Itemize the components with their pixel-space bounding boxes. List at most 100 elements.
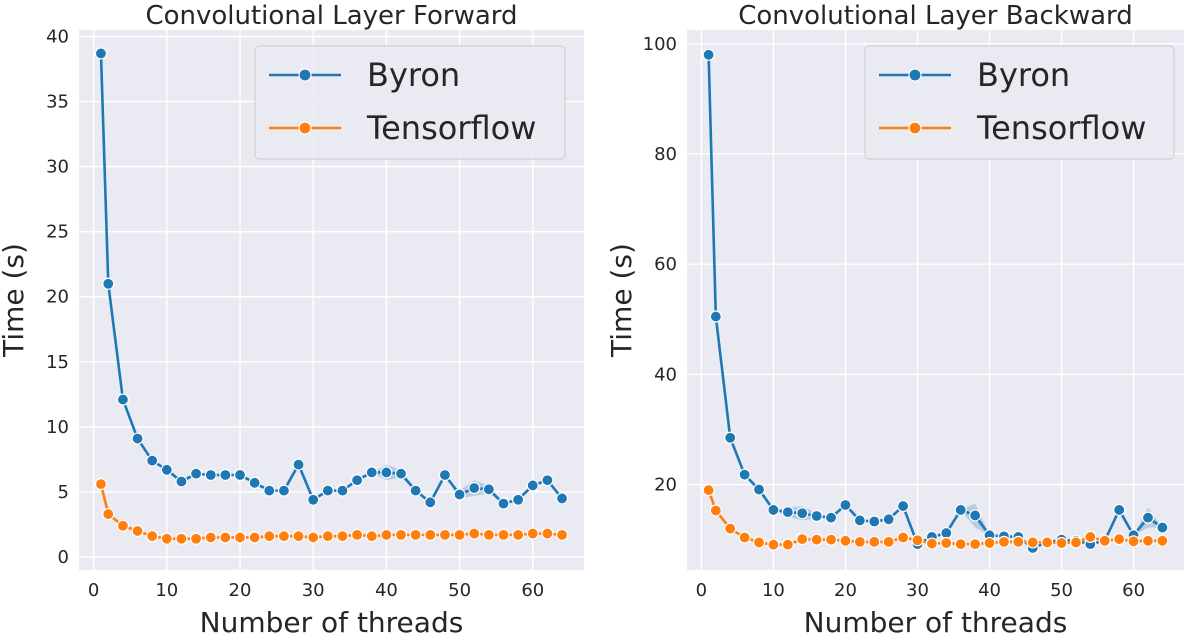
legend-marker — [298, 121, 312, 135]
data-point — [1156, 521, 1169, 534]
data-point — [1156, 534, 1169, 547]
data-point — [824, 533, 838, 546]
data-point — [453, 488, 466, 501]
data-point — [380, 466, 393, 479]
data-point — [839, 498, 852, 512]
data-point — [925, 537, 938, 550]
data-point — [102, 277, 115, 290]
legend-marker — [908, 68, 922, 82]
x-axis-label: Number of threads — [200, 606, 464, 639]
data-point — [954, 538, 967, 551]
data-point — [738, 531, 751, 544]
data-point — [424, 528, 437, 541]
data-point — [468, 527, 481, 540]
data-point — [497, 528, 510, 541]
data-point — [997, 535, 1011, 548]
data-point — [394, 467, 408, 480]
data-point — [781, 506, 794, 519]
data-point — [752, 536, 766, 549]
data-point — [233, 531, 247, 544]
data-point — [868, 515, 881, 528]
data-point — [233, 468, 247, 482]
y-tick-label: 20 — [46, 287, 69, 308]
data-point — [175, 475, 188, 488]
data-point — [94, 47, 108, 60]
data-point — [526, 479, 539, 492]
x-axis-label: Number of threads — [804, 606, 1068, 639]
data-point — [853, 514, 866, 527]
y-tick-label: 10 — [46, 417, 69, 438]
data-point — [853, 535, 866, 548]
y-tick-label: 60 — [654, 254, 677, 275]
data-point — [1127, 535, 1140, 548]
data-point — [896, 531, 910, 544]
data-point — [810, 509, 823, 523]
data-point — [781, 538, 794, 551]
data-point — [512, 493, 525, 506]
series-byron — [94, 47, 569, 510]
data-point — [307, 531, 320, 544]
data-point — [94, 478, 108, 491]
data-point — [911, 534, 924, 547]
legend-label: Byron — [977, 56, 1070, 94]
y-tick-label: 5 — [58, 482, 69, 503]
legend-marker — [298, 68, 312, 82]
y-tick-label: 20 — [654, 475, 677, 496]
chart-backward: 20 40 60 80 100 0 10 20 30 40 50 60 Convolutional La… — [605, 1, 1184, 639]
data-point — [263, 484, 276, 497]
y-tick-label: 25 — [46, 222, 69, 243]
data-point — [380, 528, 393, 541]
chart-title: Convolutional Layer Backward — [738, 1, 1133, 31]
data-point — [131, 524, 144, 538]
data-point — [321, 484, 334, 497]
data-point — [1012, 535, 1025, 548]
data-point — [146, 454, 159, 467]
x-tick-label: 10 — [155, 580, 178, 601]
data-point — [146, 530, 159, 543]
data-point — [468, 481, 481, 495]
x-tick-label: 0 — [696, 580, 707, 601]
data-point — [796, 507, 809, 520]
data-point — [190, 467, 203, 480]
x-tick-label: 60 — [521, 580, 544, 601]
legend-label: Byron — [367, 56, 460, 94]
data-point — [424, 496, 437, 509]
x-tick-label: 50 — [1050, 580, 1073, 601]
data-point — [1113, 503, 1126, 517]
data-point — [1041, 536, 1054, 549]
chart-title: Convolutional Layer Forward — [145, 1, 517, 31]
data-point — [752, 483, 766, 496]
data-point — [204, 531, 217, 544]
data-point — [1113, 533, 1126, 546]
x-tick-label: 30 — [302, 580, 325, 601]
data-point — [526, 527, 539, 540]
x-tick-label: 60 — [1122, 580, 1145, 601]
data-point — [321, 530, 334, 543]
data-point — [555, 492, 569, 505]
data-point — [263, 530, 276, 543]
data-point — [160, 463, 173, 476]
legend-marker — [908, 121, 922, 135]
data-point — [409, 528, 422, 541]
y-tick-label: 40 — [654, 364, 677, 385]
data-point — [724, 522, 737, 535]
data-point — [482, 528, 495, 541]
legend: Byron Tensorflow — [254, 45, 566, 160]
data-point — [1084, 530, 1097, 544]
data-point — [738, 468, 751, 481]
data-point — [277, 484, 291, 497]
data-point — [160, 532, 173, 545]
data-point — [512, 528, 525, 541]
data-point — [365, 530, 378, 543]
x-tick-label: 30 — [906, 580, 929, 601]
data-point — [983, 536, 996, 550]
x-tick-label: 40 — [375, 580, 398, 601]
data-point — [1069, 536, 1083, 549]
legend: Byron Tensorflow — [864, 45, 1175, 160]
data-point — [336, 484, 349, 497]
data-point — [839, 534, 852, 547]
data-point — [940, 536, 953, 550]
data-point — [219, 468, 232, 482]
data-point — [882, 535, 895, 548]
